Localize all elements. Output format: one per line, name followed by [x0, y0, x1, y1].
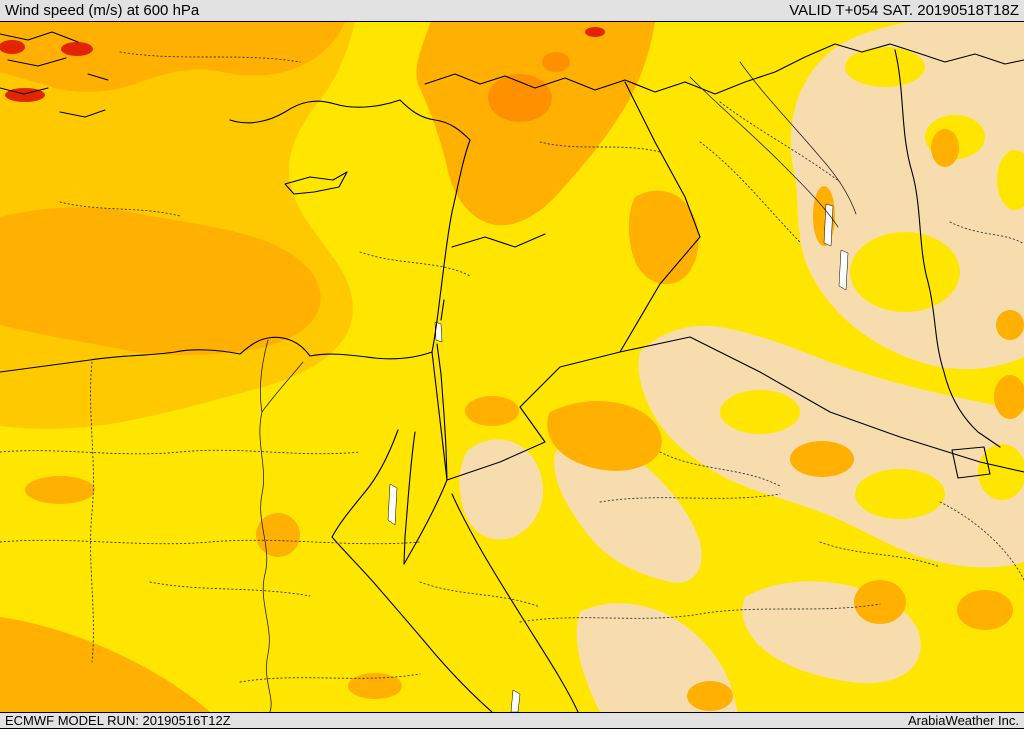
dotted-line-layer: [0, 51, 1024, 683]
page-title: Wind speed (m/s) at 600 hPa: [5, 2, 200, 19]
orange-layer: [0, 22, 1024, 712]
valid-time-label: VALID T+054 SAT. 20190518T18Z: [789, 2, 1019, 19]
weather-map: [0, 22, 1024, 712]
deep-orange-layer: [488, 52, 570, 122]
border-layer: [0, 43, 1024, 712]
model-run-label: ECMWF MODEL RUN: 20190516T12Z: [5, 713, 231, 728]
header-bar: Wind speed (m/s) at 600 hPa VALID T+054 …: [0, 0, 1024, 22]
wind-speed-map-canvas: [0, 22, 1024, 712]
footer-bar: ECMWF MODEL RUN: 20190516T12Z ArabiaWeat…: [0, 712, 1024, 729]
branding-label: ArabiaWeather Inc.: [907, 713, 1019, 728]
coastline-squiggle-layer: [0, 31, 109, 118]
lake-layer: [387, 203, 849, 712]
yellow-hole-layer: [720, 47, 1024, 519]
river-layer: [259, 61, 857, 712]
